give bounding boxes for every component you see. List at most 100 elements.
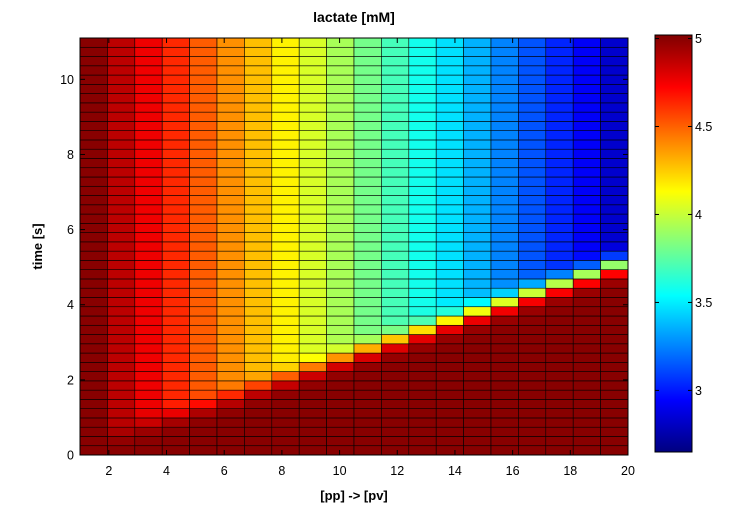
heatmap-cell bbox=[134, 56, 163, 67]
heatmap-cell bbox=[600, 93, 629, 104]
heatmap-cell bbox=[244, 56, 273, 67]
heatmap-cell bbox=[189, 417, 218, 428]
heatmap-cell bbox=[326, 408, 355, 419]
heatmap-cell bbox=[353, 306, 382, 317]
heatmap-cell bbox=[600, 408, 629, 419]
heatmap-cell bbox=[600, 185, 629, 196]
heatmap-cell bbox=[490, 436, 519, 447]
heatmap-cell bbox=[381, 250, 410, 261]
heatmap-cell bbox=[271, 241, 300, 252]
heatmap-cell bbox=[134, 306, 163, 317]
heatmap-cell bbox=[381, 324, 410, 335]
heatmap-cell bbox=[298, 436, 327, 447]
heatmap-cell bbox=[161, 195, 190, 206]
heatmap-cell bbox=[161, 260, 190, 270]
heatmap-cell bbox=[79, 297, 108, 308]
heatmap-cell bbox=[518, 297, 547, 308]
heatmap-cell bbox=[161, 84, 190, 94]
heatmap-cell bbox=[408, 436, 437, 447]
heatmap-cell bbox=[545, 56, 574, 67]
heatmap-cell bbox=[600, 84, 629, 94]
heatmap-cell bbox=[271, 130, 300, 141]
heatmap-cell bbox=[545, 408, 574, 419]
heatmap-cell bbox=[572, 65, 601, 76]
heatmap-cell bbox=[244, 343, 273, 354]
heatmap-cell bbox=[545, 362, 574, 372]
heatmap-cell bbox=[107, 37, 136, 48]
heatmap-cell bbox=[244, 167, 273, 178]
heatmap-cell bbox=[189, 436, 218, 447]
heatmap-cell bbox=[216, 343, 245, 354]
heatmap-cell bbox=[518, 417, 547, 428]
heatmap-cell bbox=[408, 84, 437, 94]
heatmap-cell bbox=[216, 315, 245, 326]
x-axis-ticks: 2 4 6 8 10 12 14 16 18 20 bbox=[105, 38, 635, 478]
heatmap-cell bbox=[463, 380, 492, 391]
plot-frame bbox=[79, 37, 629, 456]
heatmap-cell bbox=[381, 408, 410, 419]
heatmap-cell bbox=[134, 417, 163, 428]
heatmap-cell bbox=[435, 417, 464, 428]
heatmap-cell bbox=[408, 148, 437, 159]
heatmap-cell bbox=[271, 389, 300, 400]
heatmap-cell bbox=[381, 352, 410, 363]
heatmap-cell bbox=[353, 241, 382, 252]
heatmap-cell bbox=[216, 436, 245, 447]
heatmap-cell bbox=[107, 176, 136, 187]
heatmap-cell bbox=[216, 185, 245, 196]
heatmap-cell bbox=[326, 139, 355, 150]
heatmap-cell bbox=[189, 269, 218, 280]
heatmap-cell bbox=[435, 111, 464, 122]
heatmap-cell bbox=[435, 380, 464, 391]
heatmap-cell bbox=[600, 380, 629, 391]
heatmap-cell bbox=[161, 223, 190, 233]
heatmap-cell bbox=[490, 269, 519, 280]
heatmap-cell bbox=[545, 287, 574, 298]
heatmap-cell bbox=[490, 389, 519, 400]
heatmap-cell bbox=[298, 362, 327, 372]
heatmap-cell bbox=[326, 111, 355, 122]
heatmap-cell bbox=[572, 37, 601, 48]
heatmap-cell bbox=[107, 399, 136, 409]
heatmap-cell bbox=[161, 185, 190, 196]
heatmap-cell bbox=[298, 408, 327, 419]
heatmap-cell bbox=[107, 426, 136, 437]
heatmap-cell bbox=[518, 389, 547, 400]
heatmap-cell bbox=[326, 130, 355, 141]
heatmap-cell bbox=[518, 93, 547, 104]
heatmap-cell bbox=[518, 167, 547, 178]
heatmap-cell bbox=[408, 389, 437, 400]
heatmap-cell bbox=[600, 121, 629, 131]
heatmap-cell bbox=[326, 37, 355, 48]
heatmap-cell bbox=[545, 297, 574, 308]
heatmap-cell bbox=[79, 436, 108, 447]
heatmap-cell bbox=[490, 46, 519, 57]
colorbar-tick-label: 5 bbox=[695, 32, 702, 46]
heatmap-cell bbox=[298, 250, 327, 261]
heatmap-cell bbox=[134, 93, 163, 104]
heatmap-cell bbox=[518, 278, 547, 289]
heatmap-cell bbox=[161, 46, 190, 57]
heatmap-cell bbox=[161, 362, 190, 372]
heatmap-cell bbox=[490, 74, 519, 85]
heatmap-cell bbox=[134, 408, 163, 419]
heatmap-cell bbox=[298, 306, 327, 317]
heatmap-cell bbox=[572, 46, 601, 57]
heatmap-cell bbox=[271, 158, 300, 169]
heatmap-cell bbox=[518, 408, 547, 419]
heatmap-cell bbox=[271, 269, 300, 280]
heatmap-cell bbox=[161, 241, 190, 252]
heatmap-cell bbox=[107, 65, 136, 76]
heatmap-cell bbox=[381, 84, 410, 94]
heatmap-cell bbox=[572, 417, 601, 428]
heatmap-cell bbox=[161, 287, 190, 298]
heatmap-cell bbox=[189, 93, 218, 104]
heatmap-cell bbox=[271, 306, 300, 317]
heatmap-cell bbox=[161, 148, 190, 159]
heatmap-cell bbox=[271, 74, 300, 85]
heatmap-cell bbox=[326, 371, 355, 382]
heatmap-cell bbox=[161, 176, 190, 187]
heatmap-cell bbox=[107, 232, 136, 243]
heatmap-cell bbox=[381, 158, 410, 169]
heatmap-cell bbox=[189, 195, 218, 206]
